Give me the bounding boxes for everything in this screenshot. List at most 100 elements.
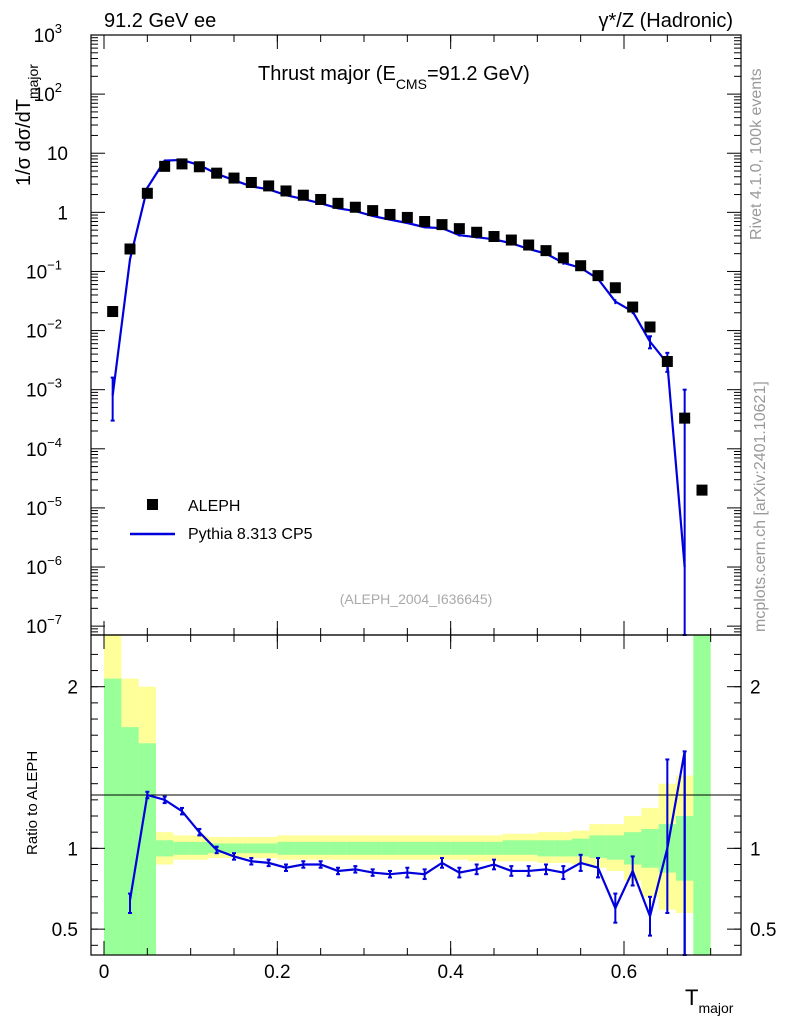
band-inner-31	[641, 828, 659, 868]
data-point-12	[315, 193, 327, 205]
y-axis-label-sub: major	[25, 64, 41, 99]
uncertainty-bands	[104, 635, 711, 955]
data-point-7	[228, 172, 240, 184]
data-point-18	[419, 215, 431, 227]
data-point-5	[193, 161, 205, 173]
header-process-label: γ*/Z (Hadronic)	[599, 10, 733, 32]
y-tick-label-base-8: 10	[26, 499, 47, 520]
ratio-tick-label-right-0: 0.5	[750, 920, 776, 941]
plot-title: Thrust major (ECMS=91.2 GeV)	[258, 63, 530, 92]
data-point-4	[176, 158, 188, 170]
band-inner-27	[572, 838, 590, 857]
x-tick-label-2: 0.4	[437, 962, 464, 983]
y-tick-label-4: 10−1	[26, 257, 62, 283]
data-point-10	[280, 185, 292, 197]
data-point-2	[141, 187, 153, 199]
y-tick-label-8: 10−5	[26, 494, 62, 520]
band-inner-1	[121, 727, 139, 955]
band-inner-14	[346, 841, 364, 855]
data-point-33	[679, 412, 691, 424]
y-tick-label-exp-4: −1	[47, 257, 62, 272]
plot-title-rest: =91.2 GeV)	[427, 63, 530, 85]
main-plot-frame	[90, 34, 742, 636]
data-point-0	[107, 306, 119, 318]
rivet-version-label: Rivet 4.1.0, 100k events	[748, 68, 765, 240]
data-point-24	[523, 239, 535, 251]
legend-mc-label: Pythia 8.313 CP5	[188, 526, 313, 543]
y-tick-label-base-0: 10	[34, 26, 55, 47]
band-inner-15	[364, 841, 382, 855]
mcplots-label: mcplots.cern.ch [arXiv:2401.10621]	[752, 381, 769, 632]
band-inner-4	[173, 841, 191, 855]
ratio-tick-label-right-2: 2	[750, 678, 761, 699]
y-tick-label-2: 10	[47, 144, 68, 165]
y-tick-label-base-1: 10	[34, 85, 55, 106]
data-point-15	[367, 205, 379, 217]
x-tick-label-3: 0.6	[611, 962, 637, 983]
y-tick-label-base-4: 10	[26, 262, 47, 283]
y-tick-label-9: 10−6	[26, 553, 62, 579]
band-inner-28	[589, 835, 607, 859]
y-tick-label-10: 10−7	[26, 612, 62, 638]
y-tick-label-exp-1: 2	[55, 80, 62, 95]
y-tick-label-exp-9: −6	[47, 553, 62, 568]
data-point-13	[332, 197, 344, 209]
data-point-14	[349, 201, 361, 213]
band-inner-8	[242, 843, 260, 854]
data-point-32	[661, 355, 673, 367]
y-tick-label-base-10: 10	[26, 617, 47, 638]
band-inner-13	[329, 841, 347, 855]
band-inner-18	[416, 841, 434, 855]
band-inner-26	[554, 840, 572, 857]
data-point-30	[627, 301, 639, 313]
band-inner-11	[294, 841, 312, 855]
data-point-8	[245, 176, 257, 188]
band-inner-17	[398, 841, 416, 855]
data-point-1	[124, 243, 136, 255]
y-tick-label-exp-0: 3	[55, 21, 62, 36]
x-axis-label-sub: major	[698, 1000, 733, 1016]
data-point-16	[384, 208, 396, 220]
y-tick-label-exp-6: −3	[47, 376, 62, 391]
band-inner-10	[277, 841, 295, 855]
y-tick-label-base-3: 1	[57, 203, 68, 224]
data-point-6	[211, 167, 223, 179]
band-inner-21	[468, 841, 486, 855]
main-plot-content	[107, 158, 708, 636]
data-point-17	[401, 211, 413, 223]
y-tick-label-3: 1	[57, 203, 68, 224]
band-inner-9	[260, 843, 278, 854]
y-tick-label-base-6: 10	[26, 381, 47, 402]
x-tick-label-1: 0.2	[264, 962, 290, 983]
band-inner-2	[138, 743, 156, 955]
data-point-23	[505, 234, 517, 246]
y-tick-label-6: 10−3	[26, 376, 62, 402]
band-inner-22	[485, 841, 503, 855]
band-inner-20	[450, 841, 468, 855]
band-inner-25	[537, 840, 555, 857]
data-point-21	[471, 226, 483, 238]
y-tick-label-exp-10: −7	[47, 612, 62, 627]
plot-title-main: Thrust major (E	[258, 63, 396, 85]
y-tick-label-0: 103	[34, 21, 62, 47]
mc-line	[111, 158, 686, 568]
data-point-3	[159, 160, 171, 172]
y-tick-label-base-2: 10	[47, 144, 68, 165]
data-point-28	[592, 270, 604, 282]
data-point-9	[263, 180, 275, 192]
data-point-19	[436, 219, 448, 231]
data-point-29	[609, 282, 621, 294]
band-inner-29	[606, 835, 624, 860]
ratio-tick-label-left-2: 2	[67, 678, 78, 699]
band-inner-7	[225, 843, 243, 854]
legend-data-marker	[147, 499, 158, 510]
band-inner-3	[156, 840, 174, 857]
band-inner-19	[433, 841, 451, 855]
band-inner-0	[104, 678, 122, 955]
band-inner-30	[624, 832, 642, 865]
y-tick-label-1: 102	[34, 80, 62, 106]
ratio-plot-content	[128, 750, 687, 956]
plot-title-sub: CMS	[396, 76, 427, 92]
data-point-20	[453, 223, 465, 235]
